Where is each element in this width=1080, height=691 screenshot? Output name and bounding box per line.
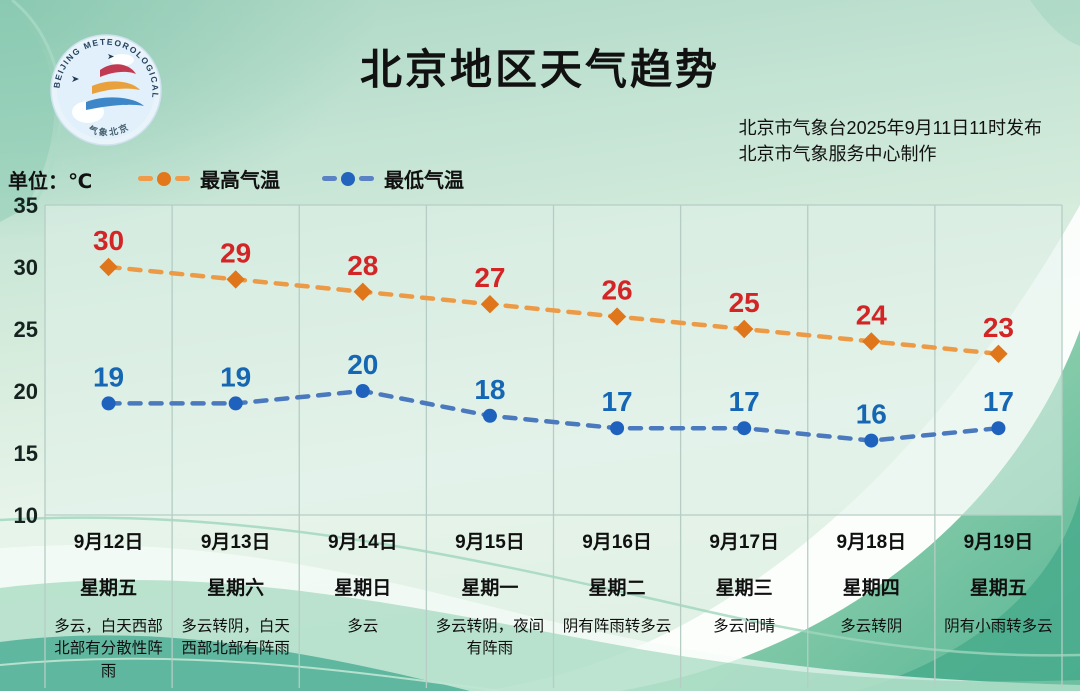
data-point-high <box>99 257 118 277</box>
logo-orange-swoosh <box>92 81 140 94</box>
data-point-low <box>228 396 243 411</box>
data-point-low <box>101 396 116 411</box>
data-point-low <box>355 384 370 398</box>
legend-label: 最低气温 <box>384 170 464 192</box>
value-label-low: 17 <box>601 386 632 417</box>
unit-label: 单位：℃ <box>8 171 93 193</box>
value-label-high: 25 <box>729 287 760 318</box>
legend-line-sample-icon <box>138 171 190 186</box>
data-point-low <box>864 433 879 448</box>
value-label-low: 19 <box>93 361 124 392</box>
data-point-low <box>610 421 625 436</box>
value-label-low: 16 <box>856 399 887 430</box>
legend-line-sample-icon <box>322 171 374 186</box>
beijing-meteorological-logo: BEIJING METEOROLOGICAL SERVICE 气象北京 <box>48 32 164 148</box>
y-axis-tick: 15 <box>14 441 38 466</box>
y-axis-tick: 35 <box>14 193 38 218</box>
legend-dash-icon <box>138 176 153 181</box>
logo-red-swoosh <box>100 64 136 77</box>
value-label-low: 20 <box>347 349 378 380</box>
value-label-high: 28 <box>347 250 378 281</box>
value-label-low: 17 <box>983 386 1014 417</box>
legend-item-low: 最低气温 <box>322 164 464 193</box>
value-label-high: 29 <box>220 237 251 268</box>
value-label-high: 24 <box>856 299 888 330</box>
value-label-low: 19 <box>220 361 251 392</box>
value-label-high: 26 <box>601 275 632 306</box>
data-point-low <box>482 408 497 423</box>
y-axis-tick: 20 <box>14 379 38 404</box>
data-point-high <box>734 319 754 339</box>
data-point-high <box>226 270 245 289</box>
data-point-high <box>989 344 1008 363</box>
legend-item-high: 最高气温 <box>138 164 280 193</box>
y-axis-tick: 30 <box>14 255 38 280</box>
y-axis-tick: 25 <box>14 317 38 342</box>
legend-dash-icon <box>322 176 337 181</box>
publish-line-2: 北京市气象服务中心制作 <box>738 144 937 164</box>
line-low <box>106 388 1001 443</box>
legend-dash-icon <box>175 176 190 181</box>
publish-line-1: 北京市气象台2025年9月11日11时发布 <box>738 118 1042 138</box>
data-point-low <box>737 421 752 436</box>
line-high <box>106 264 1001 357</box>
legend-label: 最高气温 <box>200 170 280 192</box>
legend-dot-icon <box>157 171 171 186</box>
value-label-high: 27 <box>474 262 505 293</box>
y-axis-tick: 10 <box>14 503 38 528</box>
data-point-high <box>480 295 500 314</box>
publish-info: 北京市气象台2025年9月11日11时发布 北京市气象服务中心制作 <box>739 115 1042 167</box>
value-label-low: 18 <box>474 374 505 405</box>
value-label-low: 17 <box>729 386 760 417</box>
data-point-high <box>862 332 881 351</box>
data-point-high <box>353 282 373 301</box>
legend-dot-icon <box>341 171 355 186</box>
legend-dash-icon <box>359 176 374 181</box>
value-label-high: 30 <box>93 225 124 256</box>
logo-bird-icon <box>72 76 79 82</box>
logo-blue-swoosh <box>86 97 144 110</box>
page-title: 北京地区天气趋势 <box>359 46 720 93</box>
data-point-high <box>607 307 627 326</box>
data-point-low <box>991 421 1006 436</box>
chart-legend: 最高气温 最低气温 <box>138 164 464 193</box>
value-label-high: 23 <box>983 312 1014 343</box>
